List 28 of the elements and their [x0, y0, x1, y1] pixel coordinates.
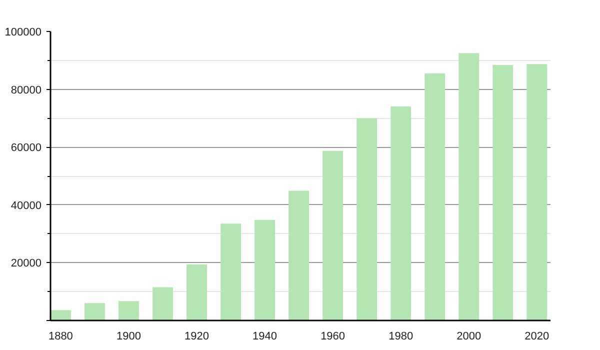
x-tick-label: 1940	[252, 330, 278, 342]
bar	[254, 220, 275, 320]
bar	[152, 287, 173, 320]
x-tick-label: 1920	[184, 330, 210, 342]
x-tick-label: 1960	[320, 330, 346, 342]
bar	[356, 118, 378, 320]
bar	[458, 53, 480, 320]
bar	[492, 65, 514, 320]
x-tick-label: 2020	[524, 330, 550, 342]
x-tick-label: 1980	[388, 330, 414, 342]
y-tick-label: 60000	[10, 142, 42, 154]
y-tick-label: 80000	[10, 84, 42, 96]
x-tick-label: 2000	[456, 330, 482, 342]
y-tick-label: 20000	[10, 258, 42, 270]
y-tick-label: 100000	[4, 26, 42, 38]
bar	[50, 310, 71, 320]
bar	[526, 64, 548, 320]
bar	[424, 73, 446, 320]
bar	[84, 303, 105, 320]
x-tick-label: 1900	[116, 330, 141, 342]
bar	[390, 106, 412, 320]
bar	[322, 150, 344, 320]
y-tick-label: 40000	[10, 200, 42, 212]
bar	[118, 301, 139, 320]
bar	[288, 190, 310, 320]
x-tick-label: 1880	[48, 330, 73, 342]
bar	[186, 264, 207, 320]
bar	[220, 224, 241, 320]
